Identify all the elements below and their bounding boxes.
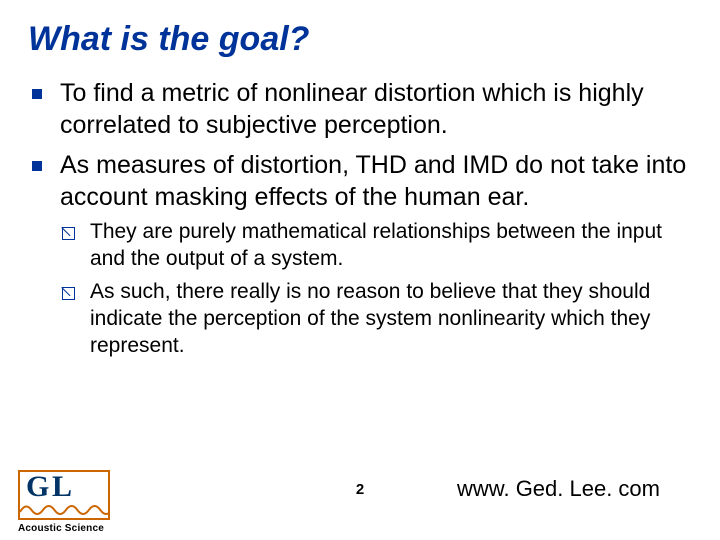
logo-block: G L Acoustic Science xyxy=(18,470,110,534)
logo-letter-g: G xyxy=(26,470,48,504)
slide-title: What is the goal? xyxy=(28,20,692,59)
sub-bullet-item: As such, there really is no reason to be… xyxy=(60,279,692,360)
page-number: 2 xyxy=(356,481,364,498)
bullet-item: To find a metric of nonlinear distortion… xyxy=(28,77,692,141)
sub-bullet-list: They are purely mathematical relationshi… xyxy=(60,219,692,359)
wave-icon xyxy=(20,500,108,518)
bullet-text: As measures of distortion, THD and IMD d… xyxy=(60,151,686,211)
logo-letter-l: L xyxy=(52,470,72,504)
sub-bullet-text: They are purely mathematical relationshi… xyxy=(90,220,662,270)
sub-bullet-item: They are purely mathematical relationshi… xyxy=(60,219,692,273)
sub-bullet-text: As such, there really is no reason to be… xyxy=(90,280,650,357)
slide: What is the goal? To find a metric of no… xyxy=(0,0,720,540)
bullet-item: As measures of distortion, THD and IMD d… xyxy=(28,149,692,359)
logo-icon: G L xyxy=(18,470,110,520)
logo-subtitle: Acoustic Science xyxy=(18,523,110,534)
bullet-list: To find a metric of nonlinear distortion… xyxy=(28,77,692,359)
footer: G L Acoustic Science 2 www. Ged. Lee. co… xyxy=(0,450,720,540)
bullet-text: To find a metric of nonlinear distortion… xyxy=(60,79,644,139)
footer-url: www. Ged. Lee. com xyxy=(457,476,660,502)
